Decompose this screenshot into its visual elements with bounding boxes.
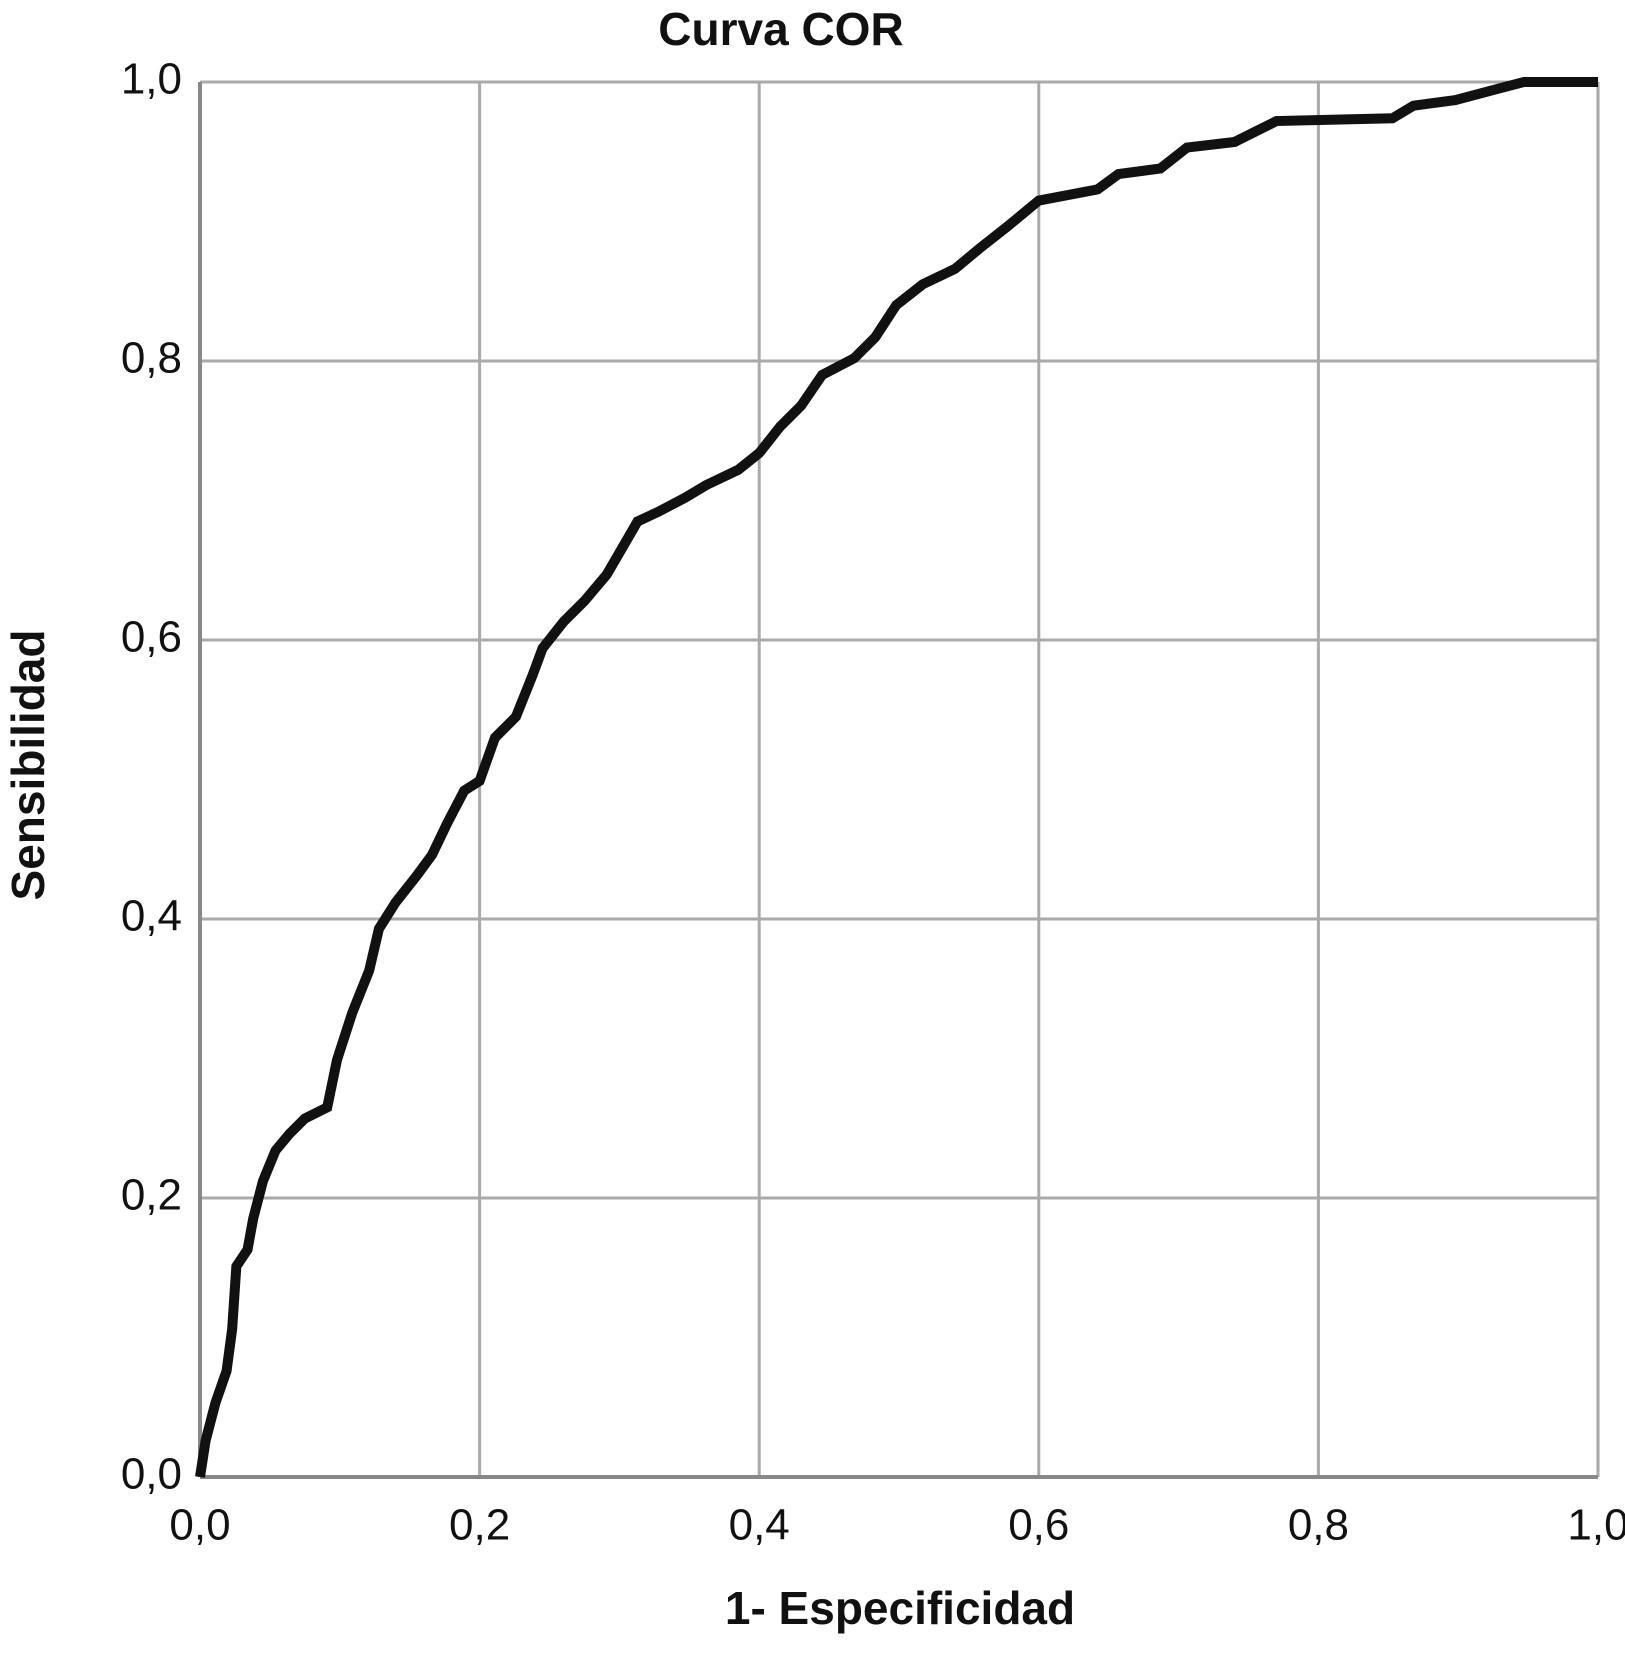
x-tick-label: 0,8 xyxy=(1288,1501,1349,1550)
y-tick-label: 0,6 xyxy=(121,613,182,662)
x-tick-label: 0,6 xyxy=(1008,1501,1069,1550)
chart-title: Curva COR xyxy=(658,3,903,55)
x-tick-label: 0,4 xyxy=(729,1501,790,1550)
x-tick-label: 1,0 xyxy=(1567,1501,1625,1550)
y-tick-label: 0,4 xyxy=(121,892,182,941)
x-tick-label: 0,0 xyxy=(169,1501,230,1550)
x-tick-label: 0,2 xyxy=(449,1501,510,1550)
y-tick-label: 0,8 xyxy=(121,334,182,383)
roc-line xyxy=(195,77,1598,1478)
y-tick-label: 1,0 xyxy=(121,55,182,104)
y-tick-label: 0,2 xyxy=(121,1171,182,1220)
y-tick-label: 0,0 xyxy=(121,1450,182,1499)
x-axis-label: 1- Especificidad xyxy=(725,1582,1075,1634)
y-axis-label: Sensibilidad xyxy=(2,630,54,901)
